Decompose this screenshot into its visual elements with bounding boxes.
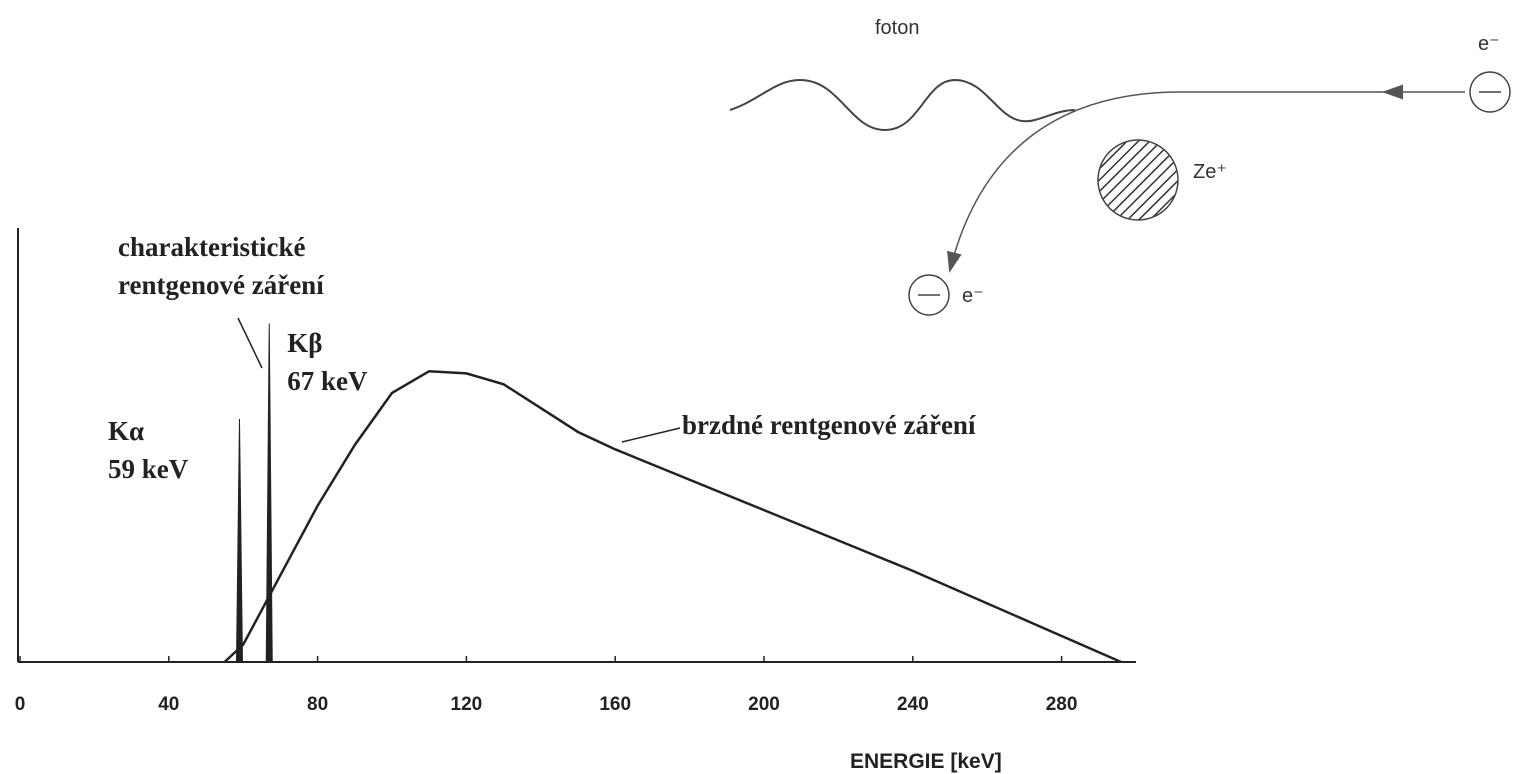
- spectrum-line: [223, 369, 1122, 664]
- peak-name: Kα: [108, 416, 144, 446]
- photon-label: foton: [875, 17, 919, 39]
- electron-label: e⁻: [1478, 33, 1500, 55]
- peak-label: 59 keV: [108, 454, 189, 484]
- annotation: rentgenové záření: [118, 270, 324, 300]
- x-tick-label: 120: [451, 694, 483, 715]
- photon-wave: [729, 78, 1076, 132]
- x-tick-label: 0: [15, 694, 26, 715]
- series-label: brzdné rentgenové záření: [682, 410, 976, 440]
- x-axis-label: ENERGIE [keV]: [850, 750, 1002, 773]
- x-tick-label: 160: [599, 694, 631, 715]
- annotation: charakteristické: [118, 232, 305, 262]
- diagram: foton e⁻ Ze⁺ e⁻: [729, 17, 1511, 316]
- electron-path: [947, 91, 1390, 273]
- peak-label: 67 keV: [287, 366, 368, 396]
- x-tick-label: 40: [158, 694, 179, 715]
- electron-label: e⁻: [962, 285, 984, 307]
- peak-name: Kβ: [287, 328, 322, 358]
- x-tick-label: 200: [748, 694, 780, 715]
- pointer: [237, 317, 263, 369]
- peak: [265, 323, 273, 663]
- nucleus: [1097, 139, 1179, 221]
- x-tick-label: 80: [307, 694, 328, 715]
- x-tick-label: 280: [1046, 694, 1078, 715]
- nucleus-label: Ze⁺: [1193, 161, 1227, 183]
- x-tick-label: 240: [897, 694, 929, 715]
- pointer: [621, 427, 681, 443]
- peak: [235, 418, 243, 663]
